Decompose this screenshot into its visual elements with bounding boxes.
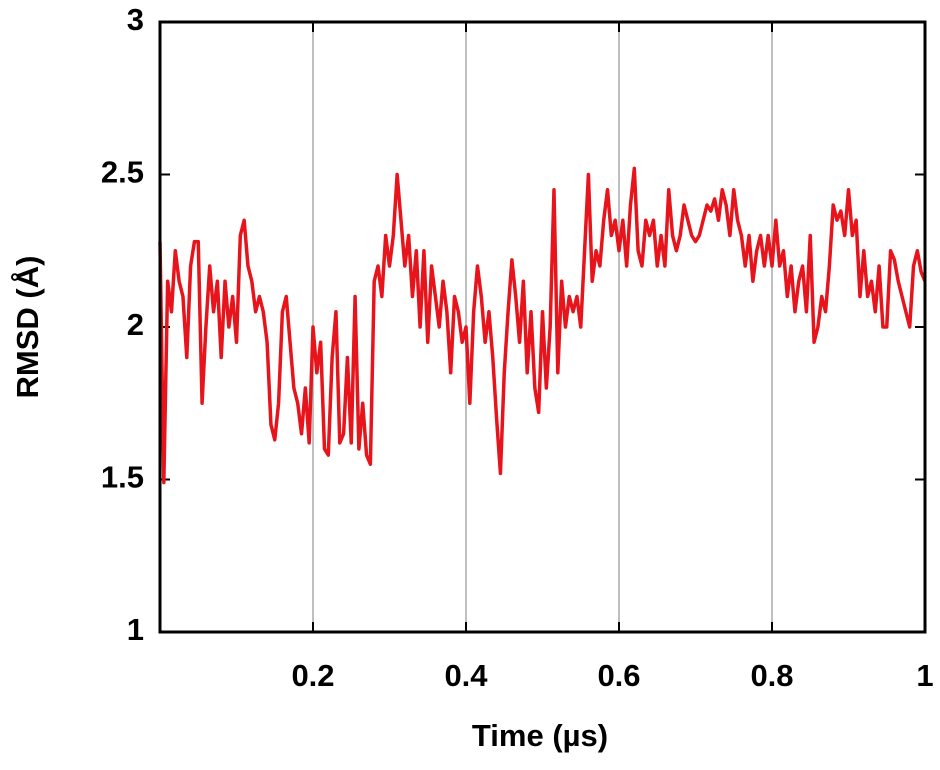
y-tick-label: 1.5	[101, 460, 144, 495]
y-axis-label: RMSD (Å)	[10, 256, 45, 399]
x-axis-label: Time (µs)	[472, 718, 608, 753]
y-tick-label: 2	[127, 307, 144, 342]
plot-frame	[158, 20, 927, 634]
x-tick-label: 0.4	[444, 658, 488, 693]
x-tick-label: 0.2	[291, 658, 334, 693]
x-tick-label: 0.8	[750, 658, 793, 693]
y-tick-label: 1	[127, 612, 144, 647]
y-tick-label: 2.5	[101, 155, 144, 190]
x-tick-label: 0.6	[597, 658, 640, 693]
y-tick-label: 3	[127, 2, 144, 37]
data-line	[158, 166, 927, 485]
x-tick-label: 1	[916, 658, 933, 693]
